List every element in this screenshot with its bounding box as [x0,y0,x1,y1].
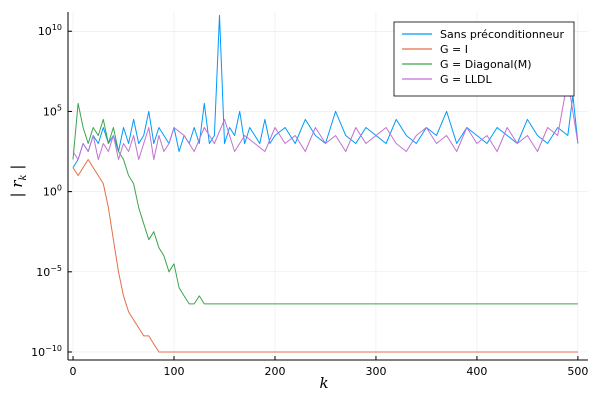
y-tick-label-2: 100 [43,184,62,199]
x-tick-label-1: 100 [164,365,185,378]
x-tick-label-0: 0 [70,365,77,378]
y-tick-label-3: 10−5 [36,264,62,279]
legend-label-3: G = LLDL [440,73,492,86]
series-line-2 [72,102,578,305]
grid-layer [68,12,588,360]
legend-label-0: Sans préconditionneur [440,28,565,41]
series-line-1 [72,159,578,353]
legend: Sans préconditionneur G = I G = Diagonal(M… [393,21,575,97]
y-tick-label-0: 1010 [38,23,62,38]
y-tick-label-4: 10−10 [31,344,62,359]
legend-label-2: G = Diagonal(M) [440,58,532,71]
series-line-0 [72,14,579,168]
axes-layer: 0 100 200 300 400 500 1010 105 100 10−5 10−10 k | rk… [8,12,588,392]
legend-label-1: G = I [440,43,468,56]
y-axis-label: | rk | [8,165,29,198]
series-layer [72,14,579,353]
x-tick-label-5: 500 [567,365,588,378]
x-tick-label-3: 300 [365,365,386,378]
x-axis-label: k [319,374,328,392]
series-line-3 [72,78,579,160]
y-tick-label-1: 105 [43,103,62,118]
x-tick-label-2: 200 [264,365,285,378]
x-tick-label-4: 400 [466,365,487,378]
